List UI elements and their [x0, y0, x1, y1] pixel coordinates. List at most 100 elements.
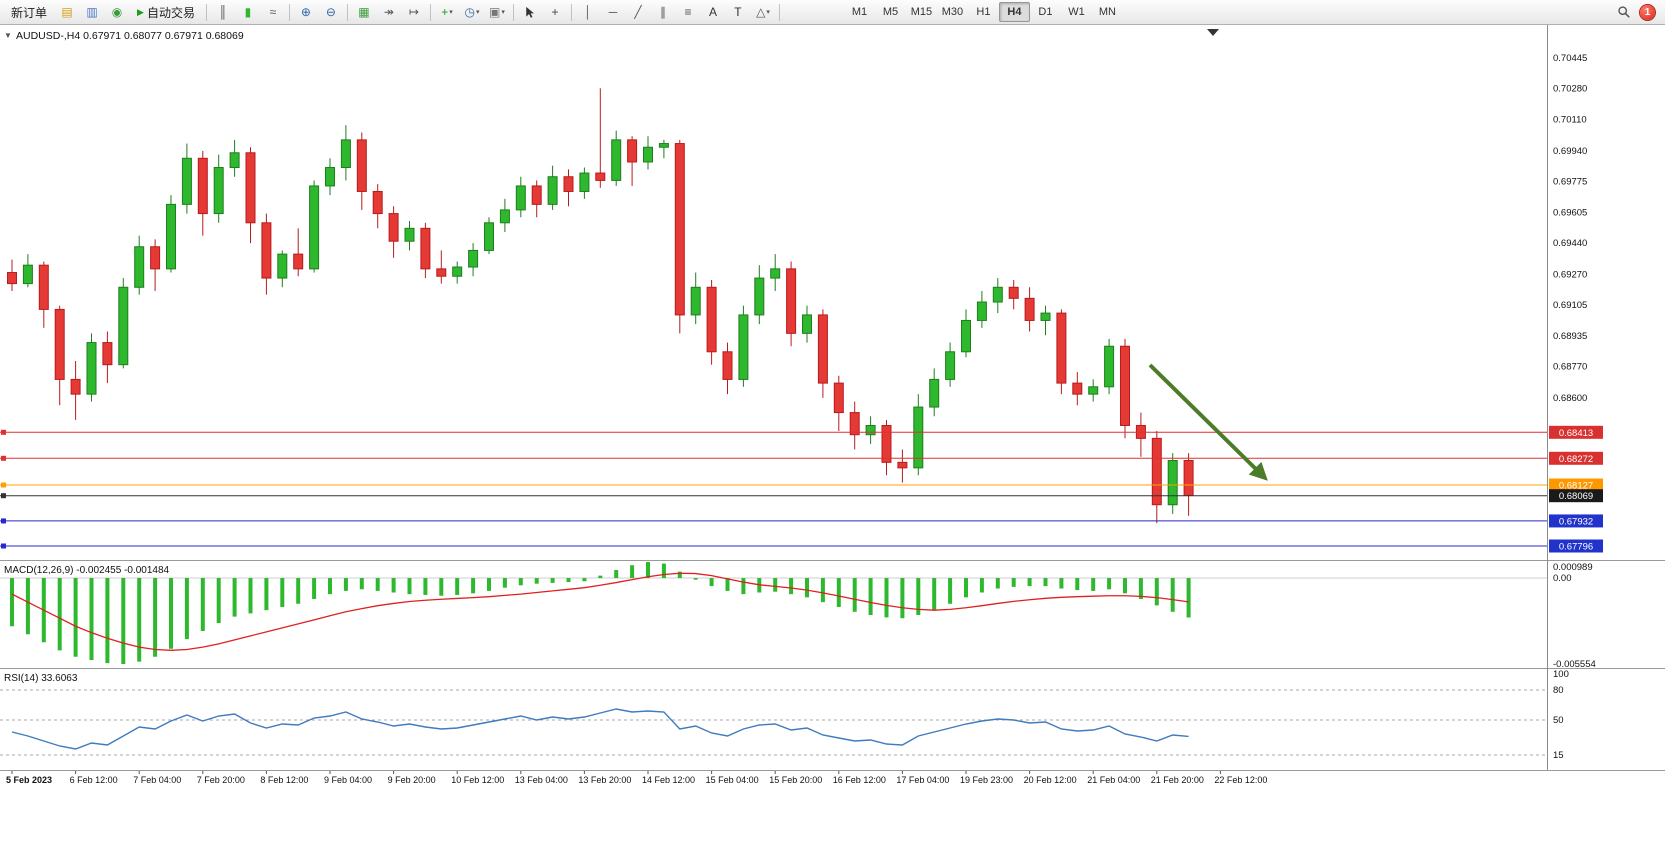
candle: [118, 286, 129, 366]
horizontal-line-icon[interactable]: ─: [608, 5, 618, 19]
market-watch-icon[interactable]: ▤: [61, 5, 73, 19]
candle: [690, 286, 701, 316]
zoom-out-icon[interactable]: ⊖: [325, 5, 336, 19]
shapes-icon[interactable]: △ ▾: [756, 5, 770, 19]
macd-axis-label: 0.000989: [1553, 562, 1593, 573]
price-tick-label: 0.69775: [1553, 176, 1587, 187]
candle: [992, 286, 1003, 303]
equidistant-channel-icon[interactable]: ∥: [659, 5, 666, 19]
templates-icon[interactable]: ▣ ▾: [489, 5, 505, 19]
bar-chart-icon[interactable]: ║: [218, 5, 228, 19]
candle: [1056, 312, 1067, 384]
hline-0.68127[interactable]: [0, 482, 1547, 488]
cursor-icon[interactable]: [518, 1, 542, 23]
zoom-in-icon[interactable]: ⊕: [300, 5, 311, 19]
svg-text:0.68127: 0.68127: [1559, 481, 1593, 492]
price-badge: 0.67932: [1549, 514, 1603, 528]
candle: [754, 277, 765, 316]
candle: [961, 319, 971, 353]
auto-scroll-icon[interactable]: ↠: [383, 5, 394, 19]
price-badge: 0.68069: [1549, 489, 1603, 503]
chart-shift-icon[interactable]: ↦: [408, 5, 419, 19]
toolbar-separator: [570, 3, 572, 21]
tile-windows-icon[interactable]: ▦: [358, 5, 370, 19]
timeframe-h4[interactable]: H4: [998, 2, 1030, 22]
candle: [356, 139, 367, 192]
time-tick-label: 7 Feb 20:00: [197, 775, 245, 785]
candle: [531, 185, 542, 205]
candle: [897, 461, 908, 469]
hline-0.68069[interactable]: [0, 493, 1547, 499]
text-icon[interactable]: A: [708, 5, 717, 19]
rsi-axis-label: 80: [1553, 685, 1564, 696]
shift-marker[interactable]: [1207, 29, 1219, 36]
indicators-icon[interactable]: + ▾: [441, 5, 453, 19]
timeframe-d1[interactable]: D1: [1038, 6, 1053, 18]
candle: [436, 268, 447, 277]
svg-text:0.67796: 0.67796: [1559, 541, 1593, 552]
time-tick-label: 13 Feb 20:00: [578, 775, 631, 785]
periods-icon[interactable]: ◷ ▾: [464, 5, 480, 19]
timeframe-m5[interactable]: M5: [882, 6, 899, 18]
timeframe-mn[interactable]: MN: [1098, 6, 1116, 18]
candle: [817, 314, 828, 384]
candle: [849, 412, 860, 436]
time-tick-label: 21 Feb 04:00: [1087, 775, 1140, 785]
chart-window: 0.70445 0.70280 0.70110 0.69940 0.69775 0.696…: [0, 25, 1665, 841]
price-badge: 0.68413: [1549, 425, 1603, 439]
rsi-line: [11, 708, 1189, 750]
data-window-icon[interactable]: ▥: [86, 5, 98, 19]
trend-arrow[interactable]: [1148, 363, 1268, 481]
vertical-line-icon[interactable]: │: [584, 5, 592, 19]
toolbar-separator: [205, 3, 207, 21]
candle: [1183, 459, 1194, 497]
macd-axis-label: 0.00: [1553, 573, 1572, 584]
timeframe-m30[interactable]: M30: [941, 6, 964, 18]
candle: [786, 268, 797, 334]
candle: [563, 176, 574, 192]
candle: [1072, 382, 1083, 395]
price-tick-label: 0.69940: [1553, 146, 1587, 157]
line-chart-icon[interactable]: ≈: [269, 5, 277, 19]
auto-trading-button[interactable]: ▶ 自动交易: [130, 1, 202, 23]
hline-0.68413[interactable]: [0, 429, 1547, 435]
trendline-icon[interactable]: ╱: [634, 5, 642, 19]
price-axis: 0.70445 0.70280 0.70110 0.69940 0.69775 0.696…: [1549, 53, 1603, 553]
crosshair-icon[interactable]: +: [551, 5, 559, 19]
collapse-triangle-icon[interactable]: ▼: [4, 31, 12, 40]
timeframe-m1[interactable]: M1: [851, 6, 868, 18]
timeframe-h1[interactable]: H1: [976, 6, 991, 18]
candle: [452, 266, 463, 277]
rsi-label: RSI(14) 33.6063: [4, 673, 78, 684]
price-tick-label: 0.68600: [1553, 393, 1587, 404]
new-order-button[interactable]: 新订单: [4, 1, 54, 23]
time-tick-label: 10 Feb 12:00: [451, 775, 504, 785]
chart-canvas[interactable]: 0.70445 0.70280 0.70110 0.69940 0.69775 0.696…: [0, 25, 1665, 841]
timeframe-w1[interactable]: W1: [1068, 6, 1085, 18]
hline-0.68272[interactable]: [0, 455, 1547, 461]
label-icon[interactable]: T: [734, 5, 742, 19]
time-tick-label: 19 Feb 23:00: [960, 775, 1013, 785]
macd-label: MACD(12,26,9) -0.002455 -0.001484: [4, 565, 170, 576]
timeframe-m15[interactable]: M15: [910, 6, 933, 18]
time-tick-label: 15 Feb 20:00: [769, 775, 822, 785]
price-tick-label: 0.69105: [1553, 300, 1587, 311]
auto-trading-button-label: 自动交易: [146, 5, 195, 20]
play-icon: ▶: [137, 6, 144, 17]
macd-signal-line: [11, 572, 1189, 651]
notification-badge[interactable]: 1: [1640, 4, 1655, 20]
candle: [499, 209, 510, 224]
time-tick-label: 7 Feb 04:00: [133, 775, 181, 785]
hline-0.67796[interactable]: [0, 543, 1547, 549]
candle: [54, 308, 65, 380]
time-tick-label: 22 Feb 12:00: [1214, 775, 1267, 785]
candle: [547, 176, 558, 205]
search-icon[interactable]: [1612, 1, 1636, 23]
navigator-icon[interactable]: ◉: [111, 5, 123, 19]
candle: [340, 139, 351, 169]
hline-0.67932[interactable]: [0, 518, 1547, 524]
candlestick-chart-icon[interactable]: ▮: [244, 5, 252, 19]
candle: [293, 253, 304, 270]
fibonacci-icon[interactable]: ≡: [684, 5, 692, 19]
time-tick-label: 13 Feb 04:00: [515, 775, 568, 785]
